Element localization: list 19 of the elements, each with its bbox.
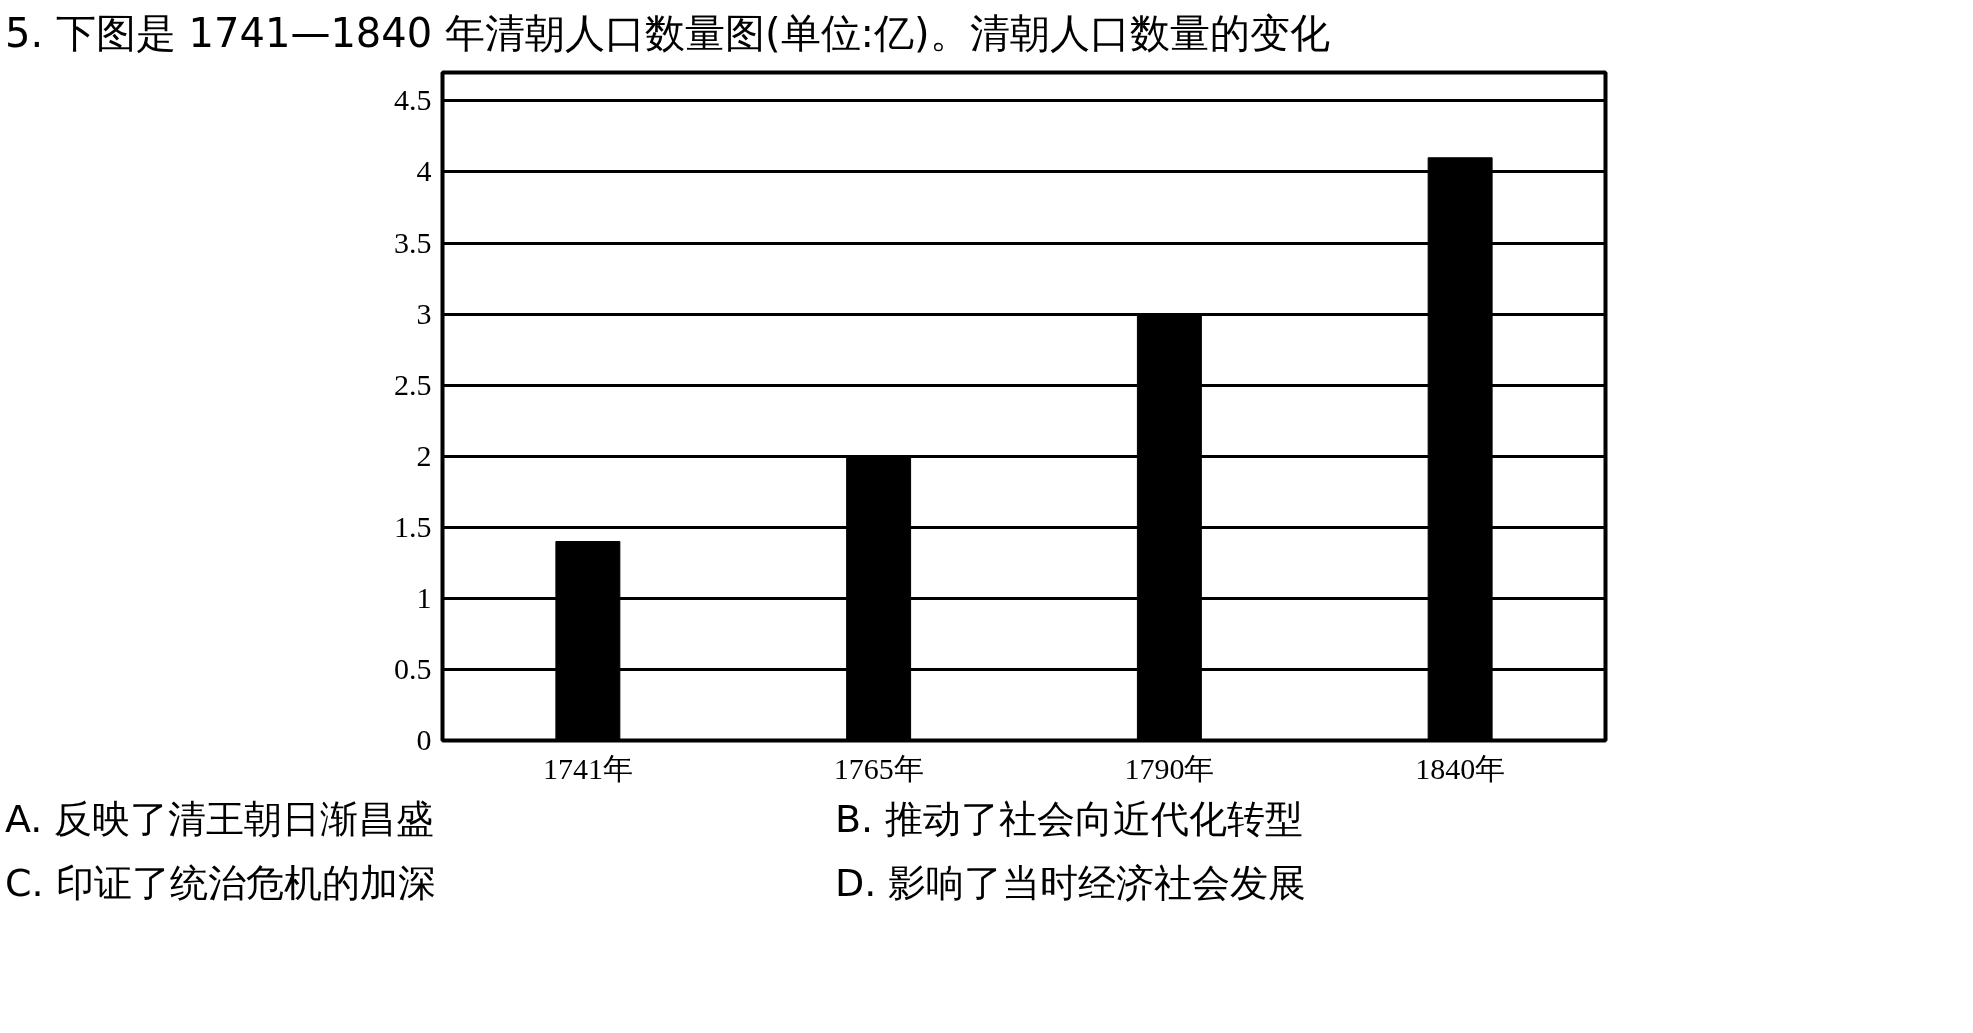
y-tick-label: 3.5: [394, 225, 432, 259]
y-tick-label: 2.5: [394, 367, 432, 401]
y-tick-label: 4.5: [394, 83, 432, 117]
text: D. 影响了当时经济社会发展: [835, 860, 1307, 908]
chart-title: 5. 下图是 1741—1840 年清朝人口数量图(单位:亿)。清朝人口数量的变化: [5, 9, 1330, 58]
y-tick-label: 3: [416, 296, 432, 330]
y-tick-label: 0: [416, 723, 432, 757]
y-tick-label: 2: [416, 438, 432, 472]
x-tick-label: 1840年: [1415, 751, 1506, 785]
y-tick-label: 0.5: [394, 652, 432, 686]
y-tick-label: 1.5: [394, 509, 432, 543]
text: A. 反映了清王朝日渐昌盛: [5, 796, 435, 844]
x-tick-label: 1765年: [833, 751, 924, 785]
y-tick-label: 4: [416, 154, 432, 188]
x-tick-label: 1741年: [542, 751, 633, 785]
text: C. 印证了统治危机的加深: [5, 860, 436, 908]
x-tick-label: 1790年: [1124, 751, 1215, 785]
text: B. 推动了社会向近代化转型: [835, 796, 1304, 844]
y-tick-label: 1: [416, 581, 432, 615]
